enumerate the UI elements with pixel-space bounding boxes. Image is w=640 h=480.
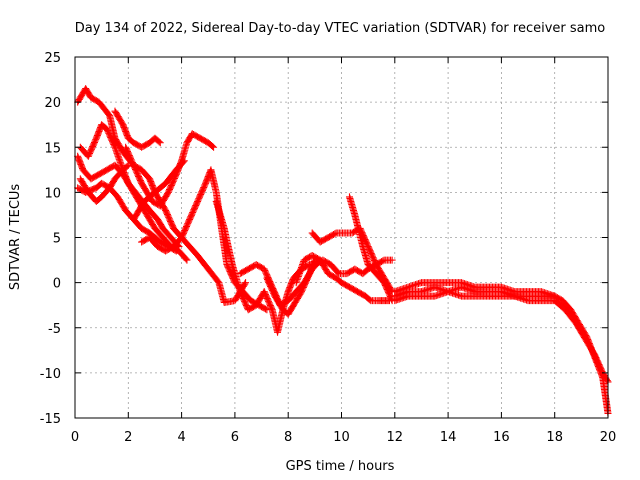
data-point [183,256,191,264]
series-track-16 [311,256,396,278]
y-tick-label: 5 [53,232,61,247]
data-point [182,255,190,263]
data-point [172,247,180,255]
x-tick-label: 0 [71,430,79,445]
y-axis-label: SDTVAR / TECUs [8,184,23,291]
series-track-19 [391,279,559,300]
y-tick-label: 25 [44,51,61,66]
series-track-5 [76,161,132,205]
data-point [210,143,218,151]
chart-title: Day 134 of 2022, Sidereal Day-to-day VTE… [75,21,606,36]
data-point [180,157,188,165]
data-point [551,292,559,300]
data-point [209,142,217,150]
y-tick-label: -5 [48,322,61,337]
data-point [156,139,164,147]
x-tick-label: 20 [600,430,617,445]
data-point [123,162,131,170]
data-point [155,138,163,146]
data-point [179,158,187,166]
y-tick-label: 10 [44,186,61,201]
x-tick-label: 6 [231,430,239,445]
data-point [388,256,396,264]
data-point [379,257,387,265]
series-track-7 [122,130,218,210]
series-track-18 [391,288,612,386]
data-point [331,230,339,238]
y-tick-label: -15 [40,412,61,427]
data-point [388,295,396,303]
data-point [262,305,270,313]
y-tick-label: 20 [44,96,61,111]
x-tick-label: 12 [387,430,404,445]
x-tick-label: 18 [546,430,563,445]
x-tick-label: 2 [124,430,132,445]
x-tick-label: 16 [493,430,510,445]
y-tick-label: 0 [53,277,61,292]
x-tick-label: 10 [333,430,350,445]
y-tick-label: -10 [40,367,61,382]
data-point [603,377,611,385]
data-point [241,280,249,288]
x-axis-label: GPS time / hours [286,459,395,474]
data-point [268,304,276,312]
x-tick-label: 8 [284,430,292,445]
data-points [74,85,612,417]
y-tick-label: 15 [44,141,61,156]
series-track-13 [292,252,393,305]
series-track-6 [111,107,164,151]
x-tick-label: 4 [177,430,185,445]
data-point [110,142,118,150]
series-track-8 [130,157,188,223]
x-tick-label: 14 [440,430,457,445]
data-point [242,279,250,287]
axis-ticks: 0 2 4 6 8 10 12 14 16 18 20 -15 -10 -5 0 5 10 15 20 25 [40,51,617,445]
